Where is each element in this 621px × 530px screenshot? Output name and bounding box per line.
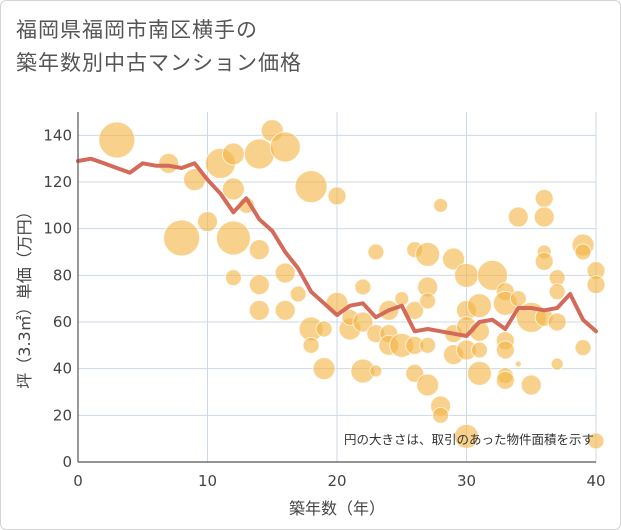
bubble-point: [221, 177, 245, 201]
bubble-point: [442, 247, 466, 271]
bubble-point: [466, 360, 492, 386]
bubble-point: [369, 364, 383, 378]
bubble-point: [432, 406, 450, 424]
bubble-point: [394, 291, 410, 307]
bubble-point: [158, 152, 180, 174]
chart-title: 福岡県福岡市南区横手の 築年数別中古マンション価格: [16, 14, 302, 80]
bubble-point: [354, 278, 372, 296]
y-axis-label: 坪（3.3㎡）単価（万円）: [15, 203, 34, 388]
y-tick-label: 20: [53, 406, 72, 424]
y-tick-label: 80: [53, 266, 72, 284]
bubble-point: [454, 423, 479, 449]
bubble-point: [548, 283, 566, 301]
bubble-point: [163, 219, 201, 257]
bubble-point: [98, 121, 136, 159]
bubble-point: [248, 239, 270, 261]
x-tick-label: 40: [586, 472, 605, 490]
x-axis-label: 築年数（年）: [289, 499, 385, 518]
x-tick-label: 10: [198, 472, 217, 490]
axes: [77, 112, 596, 463]
bubble-point: [248, 299, 270, 321]
bubble-point: [520, 374, 542, 396]
bubble-point: [289, 285, 307, 303]
bubble-size-note: 円の大きさは、取引のあった物件面積を示す: [344, 432, 594, 447]
bubble-point: [415, 241, 441, 267]
bubble-point: [476, 259, 508, 291]
y-tick-label: 100: [43, 220, 72, 238]
bubble-point: [574, 243, 592, 261]
bubble-point: [215, 220, 251, 256]
bubble-point: [534, 188, 554, 208]
bubble-point: [586, 275, 606, 295]
bubble-point: [419, 292, 437, 310]
bubble-point: [302, 336, 320, 354]
bubble-point: [243, 138, 275, 170]
bubble-point: [470, 341, 488, 359]
bubble-point: [269, 131, 301, 163]
bubbles: [98, 119, 606, 450]
bubble-point: [274, 262, 296, 284]
bubble-point: [224, 269, 242, 287]
x-tick-label: 0: [73, 472, 83, 490]
y-tick-label: 60: [53, 313, 72, 331]
bubble-point: [419, 336, 437, 354]
bubble-point: [514, 360, 522, 368]
bubble-point: [248, 274, 270, 296]
bubble-point: [533, 206, 555, 228]
bubble-point: [495, 370, 515, 390]
bubble-point: [416, 373, 440, 397]
bubble-point: [312, 357, 336, 381]
bubble-point: [550, 357, 564, 371]
y-tick-label: 0: [62, 453, 72, 471]
y-tick-label: 120: [43, 173, 72, 191]
x-tick-label: 20: [327, 472, 346, 490]
tick-labels: 0 20 40 60 80 100 120 140 0 10 20 30 40: [43, 126, 605, 490]
bubble-point: [507, 206, 529, 228]
bubble-point: [433, 197, 449, 213]
bubble-point: [454, 262, 479, 288]
bubble-point: [221, 142, 245, 166]
bubble-point: [294, 170, 328, 204]
title-line-2: 築年数別中古マンション価格: [16, 51, 302, 75]
y-tick-label: 40: [53, 360, 72, 378]
bubble-point: [466, 293, 492, 319]
bubble-point: [547, 312, 567, 332]
y-tick-label: 140: [43, 126, 72, 144]
bubble-point: [352, 311, 374, 333]
bubble-point: [367, 243, 385, 261]
average-price-line: [76, 156, 598, 338]
bubble-point: [534, 251, 554, 271]
bubble-point: [327, 186, 347, 206]
bubble-point: [315, 320, 333, 338]
bubble-point: [574, 339, 592, 357]
bubble-point: [197, 211, 218, 233]
x-tick-label: 30: [457, 472, 476, 490]
title-line-1: 福岡県福岡市南区横手の: [16, 18, 258, 42]
bubble-point: [274, 299, 296, 321]
bubble-point: [495, 340, 515, 360]
bubble-point: [587, 432, 605, 450]
